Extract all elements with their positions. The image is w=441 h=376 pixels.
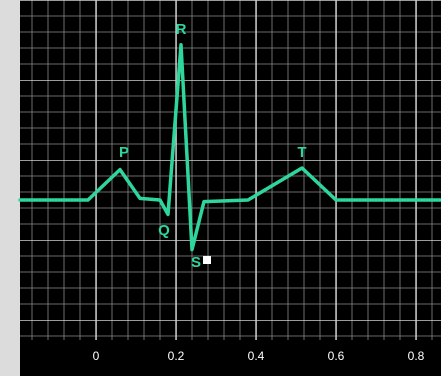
- ecg-line: [18, 43, 441, 252]
- x-tick-label: 0.4: [248, 349, 265, 363]
- x-tick-label: 0.2: [168, 349, 185, 363]
- annotation: S: [191, 254, 201, 271]
- annotation: T: [297, 144, 306, 161]
- annotation: P: [119, 144, 129, 161]
- x-tick-label: 0.6: [328, 349, 345, 363]
- plot-layer: [18, 0, 441, 340]
- minor-grid: [20, 0, 441, 340]
- cursor-marker: [203, 256, 211, 264]
- x-tick-label: 0.8: [408, 349, 425, 363]
- annotation: R: [176, 21, 187, 38]
- annotation: Q: [158, 222, 170, 239]
- side-strip: [0, 0, 20, 376]
- x-tick-label: 0: [93, 349, 100, 363]
